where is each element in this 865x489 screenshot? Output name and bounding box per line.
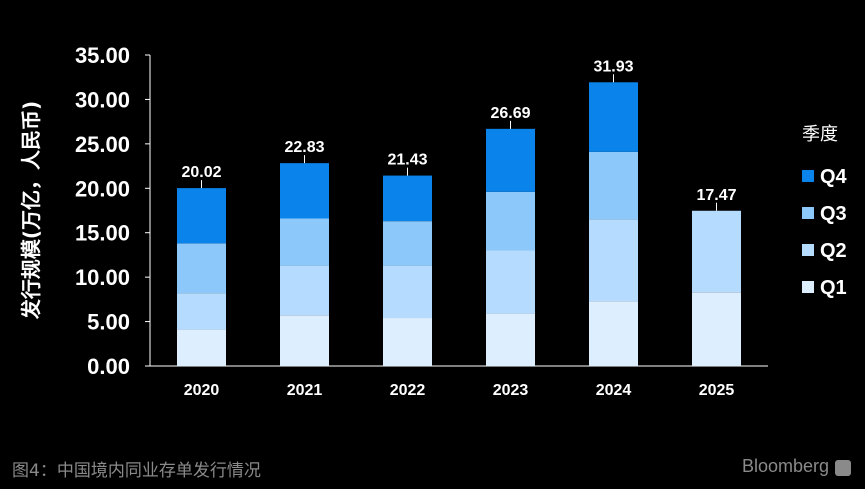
legend-swatch-q4 — [802, 170, 814, 182]
bar-2022-q3 — [383, 221, 432, 266]
total-label: 21.43 — [387, 152, 427, 169]
x-tick-label: 2023 — [493, 382, 529, 399]
legend-swatch-q3 — [802, 207, 814, 219]
legend-label-q3: Q3 — [820, 203, 847, 225]
bar-2025-q2 — [692, 210, 741, 293]
bar-2024-q4 — [589, 82, 638, 152]
bar-2023-q3 — [486, 191, 535, 251]
axes — [145, 54, 768, 367]
bar-2025-q1 — [692, 292, 741, 366]
bar-2022-q1 — [383, 318, 432, 366]
y-tick-labels: 0.00 5.00 10.00 15.00 20.00 25.00 30.00 35.00 — [75, 43, 130, 379]
y-tick-label: 15.00 — [75, 221, 130, 246]
y-axis-label: 发行规模(万亿，人民币) — [19, 101, 43, 320]
y-axis-label-group: 发行规模(万亿，人民币) — [19, 101, 43, 320]
legend: 季度 Q4 Q3 Q2 Q1 — [802, 124, 848, 299]
legend-label-q4: Q4 — [820, 166, 848, 188]
x-tick-label: 2025 — [699, 382, 735, 399]
x-tick-label: 2021 — [287, 382, 323, 399]
bars — [177, 82, 741, 366]
figure-caption: 图4：中国境内同业存单发行情况 — [12, 461, 261, 481]
total-label: 22.83 — [284, 139, 324, 156]
y-tick-label: 30.00 — [75, 87, 130, 112]
total-label: 31.93 — [593, 58, 633, 75]
bar-2023-q2 — [486, 250, 535, 314]
total-label: 26.69 — [490, 105, 530, 122]
total-label: 17.47 — [696, 187, 736, 204]
legend-swatch-q1 — [802, 281, 814, 293]
legend-label-q2: Q2 — [820, 240, 847, 262]
total-labels: 20.02 22.83 21.43 26.69 31.93 17.47 — [181, 58, 737, 211]
x-tick-label: 2020 — [184, 382, 220, 399]
bloomberg-logo: Bloomberg — [741, 456, 829, 476]
bar-2020-q2 — [177, 293, 226, 330]
bar-2020-q1 — [177, 329, 226, 366]
bar-2020-q4 — [177, 188, 226, 244]
x-tick-labels: 2020 2021 2022 2023 2024 2025 — [184, 382, 735, 399]
total-label: 20.02 — [181, 164, 221, 181]
bar-2023-q4 — [486, 128, 535, 192]
y-tick-label: 0.00 — [87, 354, 130, 379]
bar-2022-q4 — [383, 175, 432, 222]
legend-swatch-q2 — [802, 244, 814, 256]
bar-2024-q3 — [589, 151, 638, 220]
bloomberg-mark-icon — [835, 460, 851, 476]
y-tick-label: 25.00 — [75, 132, 130, 157]
bar-2024-q1 — [589, 301, 638, 366]
y-tick-label: 35.00 — [75, 43, 130, 68]
bar-2021-q4 — [280, 163, 329, 219]
bar-2021-q1 — [280, 315, 329, 366]
bar-2020-q3 — [177, 243, 226, 294]
x-tick-label: 2022 — [390, 382, 426, 399]
y-tick-label: 5.00 — [87, 310, 130, 335]
legend-label-q1: Q1 — [820, 277, 847, 299]
bar-2022-q2 — [383, 265, 432, 319]
y-tick-label: 10.00 — [75, 265, 130, 290]
y-tick-label: 20.00 — [75, 176, 130, 201]
bar-2021-q3 — [280, 218, 329, 266]
x-tick-label: 2024 — [596, 382, 632, 399]
bar-2021-q2 — [280, 265, 329, 316]
bar-2023-q1 — [486, 313, 535, 366]
bar-2024-q2 — [589, 219, 638, 302]
legend-title: 季度 — [802, 124, 838, 145]
